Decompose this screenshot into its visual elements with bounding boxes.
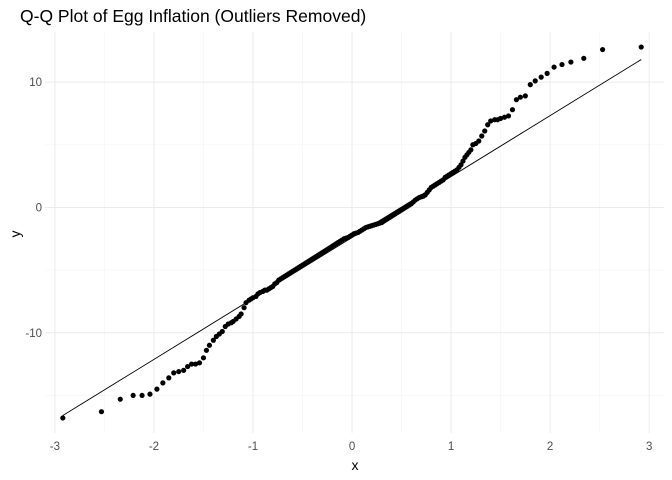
data-point <box>147 391 153 397</box>
data-point <box>532 78 538 84</box>
y-axis-ticks: -10 0 10 <box>25 77 42 340</box>
x-tick-label: 2 <box>547 441 553 453</box>
data-point <box>219 328 225 335</box>
data-point <box>185 363 191 370</box>
data-point <box>200 355 207 361</box>
x-tick-label: -1 <box>248 441 258 453</box>
data-point <box>517 94 523 100</box>
data-point <box>139 392 145 399</box>
data-point <box>171 370 177 376</box>
data-point <box>479 133 485 139</box>
data-point <box>544 70 550 76</box>
data-point <box>505 113 512 119</box>
data-point <box>160 380 166 386</box>
chart-title: Q-Q Plot of Egg Inflation (Outliers Remo… <box>20 6 366 26</box>
data-point <box>527 82 533 88</box>
data-point <box>581 55 587 61</box>
data-point <box>501 114 508 120</box>
y-axis-label: y <box>7 231 23 238</box>
data-point <box>551 64 557 70</box>
data-point <box>559 61 565 68</box>
data-point <box>130 392 136 399</box>
data-point <box>638 44 644 50</box>
x-tick-label: 3 <box>646 441 652 453</box>
data-point <box>522 93 528 99</box>
data-point <box>117 396 123 402</box>
data-point <box>181 367 187 373</box>
y-tick-label: 0 <box>36 202 42 214</box>
data-point <box>196 360 203 366</box>
data-point <box>497 115 504 122</box>
data-point <box>206 342 213 348</box>
data-point <box>241 305 247 311</box>
data-point <box>60 415 66 421</box>
x-tick-label: 1 <box>448 441 454 453</box>
data-point <box>482 128 488 134</box>
x-axis-label: x <box>352 457 359 473</box>
data-point <box>568 59 574 65</box>
data-point <box>476 138 482 144</box>
data-point <box>166 375 172 381</box>
x-axis-ticks: -3 -2 -1 0 1 2 3 <box>50 441 653 453</box>
data-point <box>599 46 606 53</box>
data-point <box>154 386 160 392</box>
data-point <box>509 107 516 113</box>
data-point <box>238 311 244 317</box>
y-tick-label: -10 <box>25 328 42 340</box>
data-point <box>192 361 199 367</box>
data-point <box>98 409 105 415</box>
data-point <box>203 347 210 353</box>
data-points <box>60 44 644 421</box>
y-tick-label: 10 <box>29 77 42 89</box>
data-point <box>538 74 544 80</box>
data-point <box>513 97 520 103</box>
data-point <box>210 337 216 343</box>
x-tick-label: -3 <box>50 441 60 453</box>
x-tick-label: -2 <box>149 441 159 453</box>
data-point <box>468 147 474 153</box>
x-tick-label: 0 <box>349 441 355 453</box>
data-point <box>488 118 494 124</box>
data-point <box>188 361 195 367</box>
data-point <box>485 122 491 128</box>
data-point <box>176 368 182 375</box>
